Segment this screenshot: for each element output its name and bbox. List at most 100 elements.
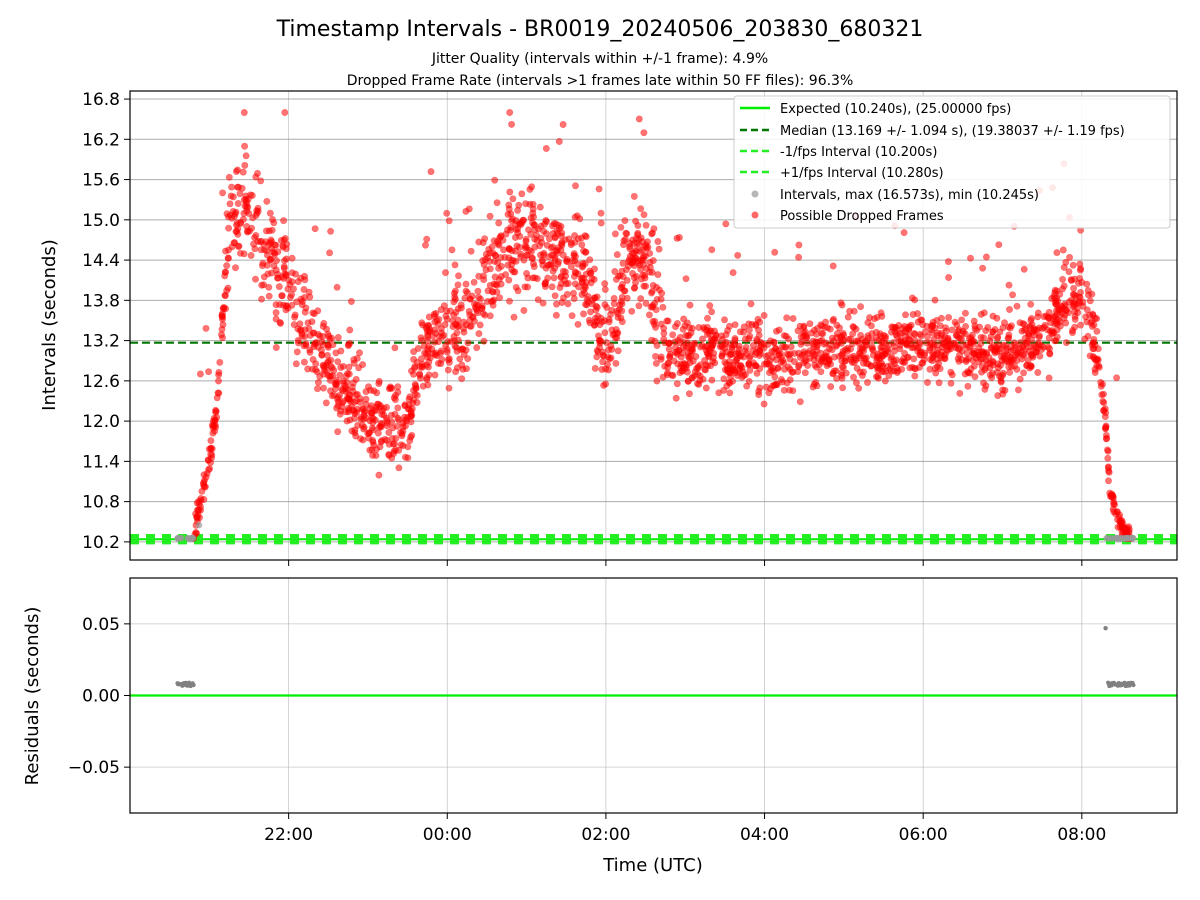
dropped-frame-point	[553, 247, 561, 255]
dropped-frame-point	[443, 348, 451, 356]
dropped-frame-point	[608, 306, 616, 314]
dropped-frame-point	[1068, 276, 1076, 284]
dropped-frame-point	[422, 324, 430, 332]
dropped-frame-point	[611, 230, 619, 238]
dropped-frame-point	[617, 284, 625, 292]
dropped-frame-point	[930, 351, 938, 359]
dropped-frame-point	[741, 335, 749, 343]
dropped-frame-point	[628, 236, 636, 244]
dropped-frame-point	[485, 245, 493, 253]
dropped-frame-point	[959, 327, 967, 335]
dropped-frame-point	[432, 309, 440, 317]
dropped-frame-point	[1076, 260, 1084, 268]
dropped-frame-point	[645, 311, 653, 319]
dropped-frame-point	[416, 370, 424, 378]
dropped-frame-point	[850, 359, 858, 367]
residual-point	[175, 681, 180, 686]
dropped-frame-point	[614, 347, 622, 355]
dropped-frame-point	[451, 261, 459, 269]
dropped-frame-point	[296, 320, 304, 328]
dropped-frame-point	[1093, 327, 1101, 335]
dropped-frame-point	[947, 379, 955, 387]
dropped-frame-point	[322, 399, 330, 407]
dropped-frame-point	[386, 383, 394, 391]
dropped-frame-point	[225, 246, 233, 254]
dropped-frame-point	[308, 365, 316, 373]
dropped-frame-point	[395, 464, 403, 472]
dropped-frame-point	[708, 246, 716, 254]
dropped-frame-point	[669, 331, 677, 339]
dropped-frame-point	[1087, 319, 1095, 327]
dropped-frame-point	[362, 388, 370, 396]
dropped-frame-point	[280, 274, 288, 282]
dropped-frame-point	[409, 370, 417, 378]
dropped-frame-point	[325, 332, 333, 340]
dropped-frame-point	[241, 161, 249, 169]
dropped-frame-point	[672, 343, 680, 351]
dropped-frame-point	[280, 264, 288, 272]
dropped-frame-point	[491, 176, 499, 184]
dropped-frame-point	[849, 373, 857, 381]
dropped-frame-point	[993, 348, 1001, 356]
dropped-frame-point	[372, 403, 380, 411]
dropped-frame-point	[958, 316, 966, 324]
dropped-frame-point	[652, 359, 660, 367]
dropped-frame-point	[268, 226, 276, 234]
dropped-frame-point	[551, 254, 559, 262]
dropped-frame-point	[509, 195, 517, 203]
dropped-frame-point	[496, 294, 504, 302]
interval-point	[1128, 535, 1136, 542]
dropped-frame-point	[377, 423, 385, 431]
dropped-frame-point	[495, 275, 503, 283]
dropped-frame-point	[301, 276, 309, 284]
dropped-frame-point	[640, 129, 648, 137]
dropped-frame-point	[660, 324, 668, 332]
dropped-frame-point	[486, 212, 494, 220]
dropped-frame-point	[431, 371, 439, 379]
dropped-frame-point	[514, 206, 522, 214]
dropped-frame-point	[970, 317, 978, 325]
dropped-frame-point	[653, 377, 661, 385]
dropped-frame-point	[961, 309, 969, 317]
dropped-frame-point	[658, 289, 666, 297]
dropped-frame-point	[202, 324, 210, 332]
dropped-frame-point	[765, 389, 773, 397]
dropped-frame-point	[326, 249, 334, 257]
dropped-frame-point	[549, 267, 557, 275]
dropped-frame-point	[274, 248, 282, 256]
dropped-frame-point	[329, 341, 337, 349]
dropped-frame-point	[521, 283, 529, 291]
dropped-frame-point	[666, 353, 674, 361]
dropped-frame-point	[232, 264, 240, 272]
dropped-frame-point	[300, 358, 308, 366]
dropped-frame-point	[775, 351, 783, 359]
dropped-frame-point	[414, 344, 422, 352]
dropped-frame-point	[778, 343, 786, 351]
dropped-frame-point	[219, 321, 227, 329]
dropped-frame-point	[458, 375, 466, 383]
dropped-frame-point	[596, 343, 604, 351]
dropped-frame-point	[603, 360, 611, 368]
dropped-frame-point	[842, 369, 850, 377]
dropped-frame-point	[1046, 349, 1054, 357]
dropped-frame-point	[234, 166, 242, 174]
dropped-frame-point	[442, 307, 450, 315]
dropped-frame-point	[915, 363, 923, 371]
dropped-frame-point	[506, 188, 514, 196]
dropped-frame-point	[857, 303, 865, 311]
dropped-frame-point	[901, 311, 909, 319]
bottom-residual-points	[175, 626, 1136, 689]
dropped-frame-point	[906, 336, 914, 344]
dropped-frame-point	[567, 241, 575, 249]
dropped-frame-point	[450, 311, 458, 319]
dropped-frame-point	[630, 256, 638, 264]
dropped-frame-point	[821, 323, 829, 331]
dropped-frame-point	[1027, 300, 1035, 308]
dropped-frame-point	[725, 322, 733, 330]
dropped-frame-point	[1109, 494, 1117, 502]
dropped-frame-point	[333, 283, 341, 291]
dropped-frame-point	[327, 356, 335, 364]
dropped-frame-point	[748, 320, 756, 328]
dropped-frame-point	[771, 373, 779, 381]
dropped-frame-point	[760, 400, 768, 408]
